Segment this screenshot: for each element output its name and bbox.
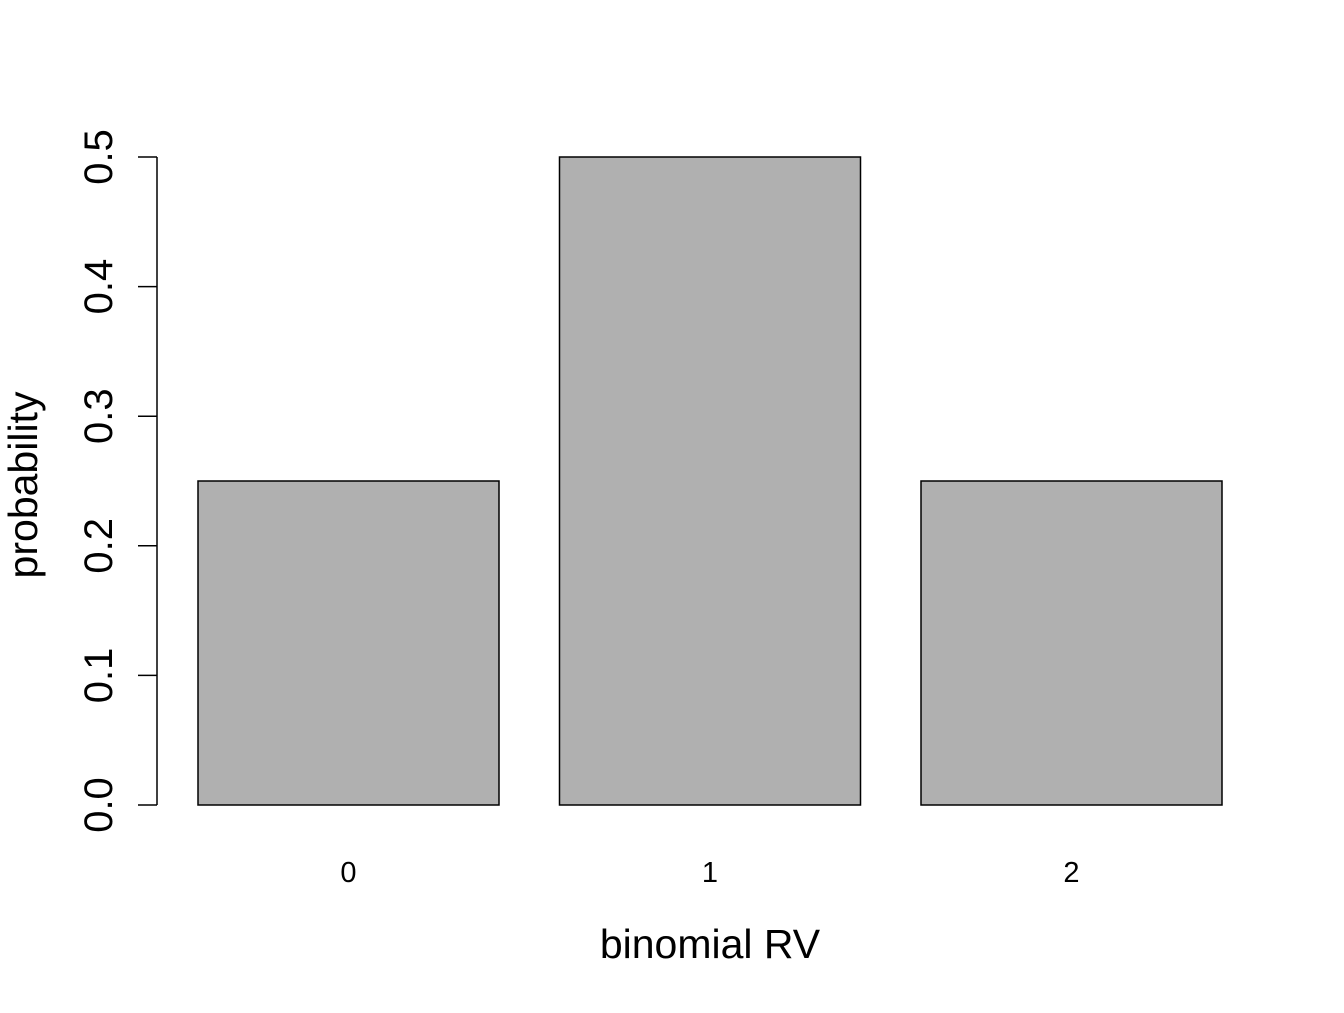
y-tick-label: 0.3: [77, 388, 121, 444]
bars-group: [197, 156, 1223, 806]
y-tick-label: 0.0: [77, 777, 121, 833]
x-tick-label: 1: [702, 857, 718, 889]
x-tick-label: 2: [1063, 857, 1079, 889]
x-axis-title: binomial RV: [600, 921, 821, 967]
x-tick-label: 0: [340, 857, 356, 889]
bar-2: [920, 480, 1223, 806]
y-tick-label: 0.1: [77, 648, 121, 704]
x-tick-labels: 0 1 2: [340, 857, 1079, 889]
y-axis: 0.0 0.1 0.2 0.3 0.4 0.5: [77, 129, 158, 833]
bar-1: [558, 156, 862, 806]
bar-0: [197, 480, 500, 806]
y-tick-label: 0.2: [77, 518, 121, 574]
y-axis-title: probability: [0, 391, 46, 578]
y-tick-label: 0.4: [77, 259, 121, 315]
y-tick-label: 0.5: [77, 129, 121, 185]
